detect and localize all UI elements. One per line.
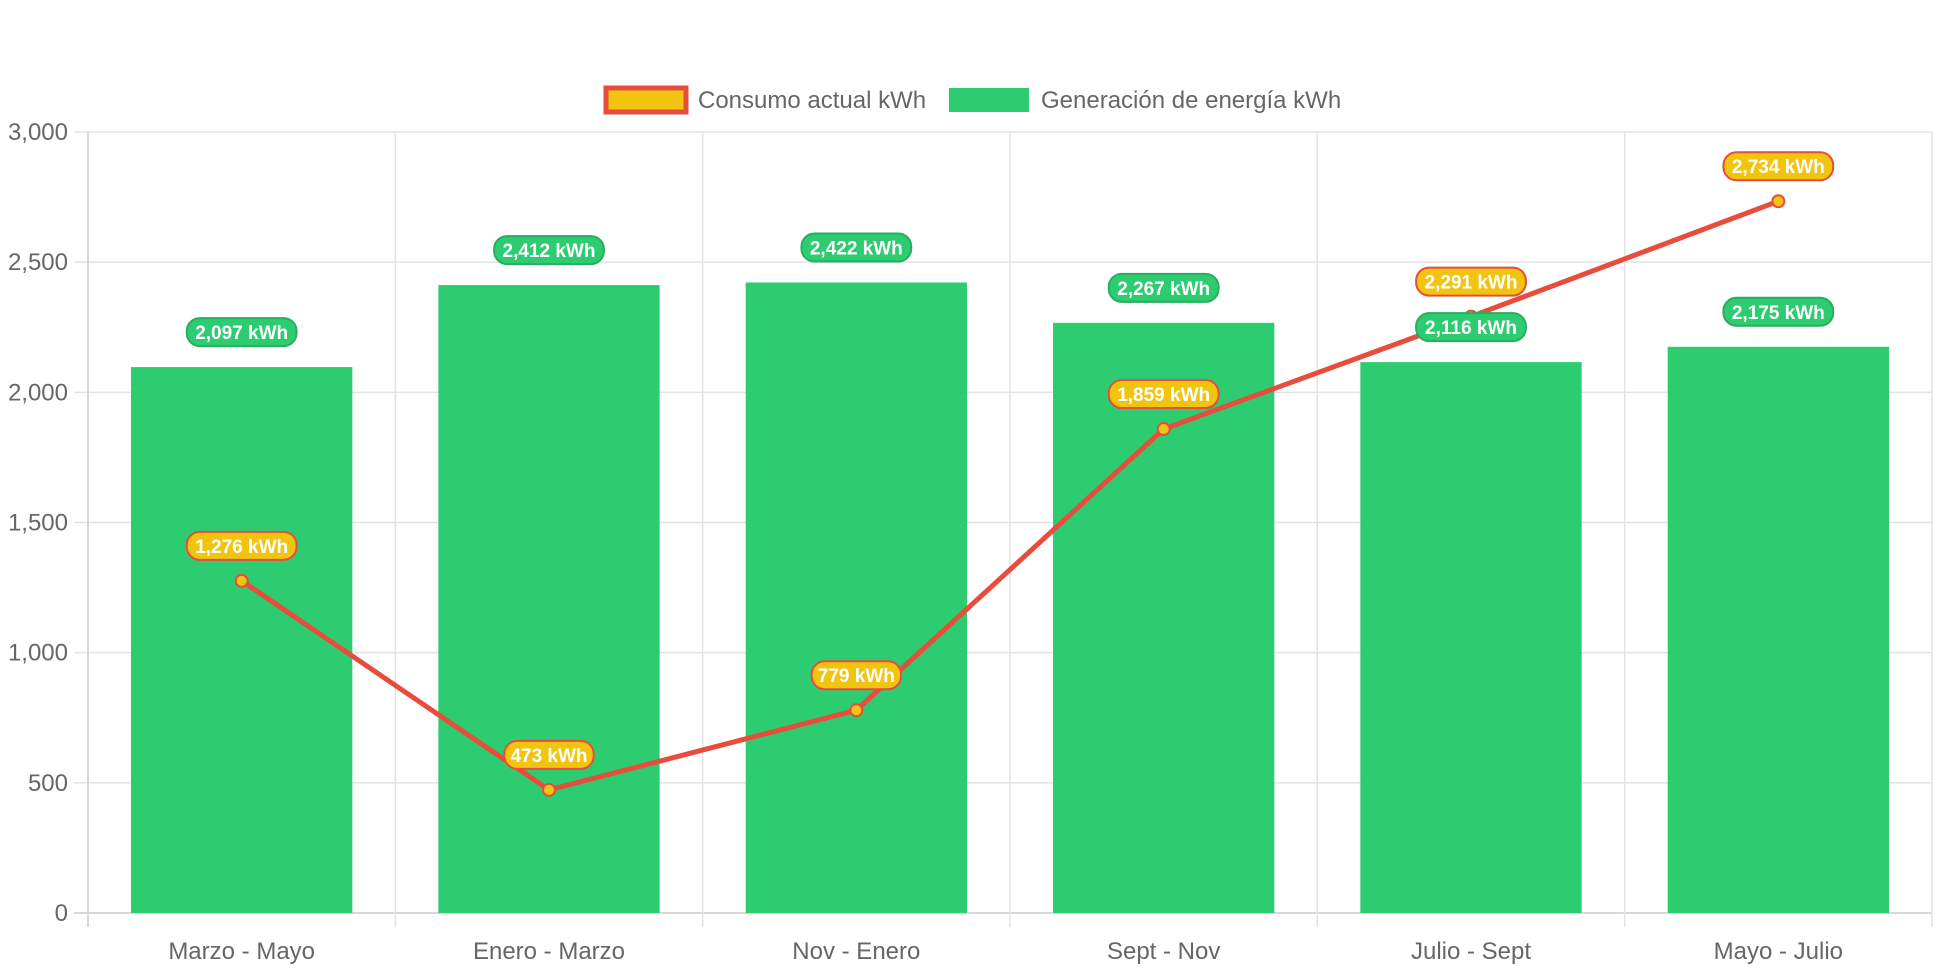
data-label: 473 kWh: [503, 739, 595, 770]
legend-item-generacion[interactable]: Generación de energía kWh: [949, 87, 1341, 114]
data-label-text: 2,291 kWh: [1425, 273, 1518, 294]
data-label-bg: [1722, 296, 1835, 327]
y-tick-label: 1,500: [8, 510, 68, 537]
x-tick-label: Marzo - Mayo: [168, 938, 315, 965]
data-label-bg: [1107, 272, 1220, 303]
bar[interactable]: [438, 285, 660, 913]
x-tick-label: Julio - Sept: [1411, 938, 1531, 965]
bar-series: [131, 282, 1889, 914]
bar[interactable]: [1667, 346, 1889, 913]
bar[interactable]: [1360, 362, 1582, 914]
line-point[interactable]: [234, 573, 249, 588]
data-label-text: 1,276 kWh: [195, 537, 288, 558]
legend-label-generacion: Generación de energía kWh: [1041, 87, 1341, 114]
x-tick-label: Nov - Enero: [792, 938, 920, 965]
data-label-text: 2,412 kWh: [503, 241, 596, 262]
data-label-bg: [800, 232, 913, 263]
data-label: 2,291 kWh: [1415, 266, 1527, 297]
x-tick-label: Sept - Nov: [1107, 938, 1220, 965]
data-label-bg: [1415, 266, 1527, 297]
legend-item-consumo[interactable]: Consumo actual kWh: [603, 85, 926, 115]
data-label-text: 1,859 kWh: [1117, 385, 1210, 406]
data-label: 2,422 kWh: [800, 232, 913, 263]
data-label-text: 2,734 kWh: [1732, 157, 1825, 178]
data-label-text: 2,267 kWh: [1117, 279, 1210, 300]
legend-swatch-generacion: [949, 88, 1029, 112]
x-tick-label: Enero - Marzo: [473, 938, 625, 965]
y-tick-label: 0: [55, 900, 68, 927]
y-tick-label: 1,000: [8, 640, 68, 667]
grid-lines: [74, 131, 1933, 927]
legend: Consumo actual kWh Generación de energía…: [603, 85, 1341, 115]
x-tick-label: Mayo - Julio: [1714, 938, 1843, 965]
axes: 0 500 1,000 1,500 2,000 2,500 3,000 Marzo - May…: [8, 119, 1843, 965]
data-label: 1,276 kWh: [185, 530, 298, 561]
data-label-bg: [185, 317, 298, 348]
line-point[interactable]: [542, 782, 556, 797]
data-label: 2,267 kWh: [1107, 272, 1220, 303]
legend-label-consumo: Consumo actual kWh: [698, 87, 926, 114]
data-label-bg: [810, 660, 903, 691]
data-label-text: 473 kWh: [510, 746, 587, 767]
data-label: 2,175 kWh: [1722, 296, 1835, 327]
data-label-text: 2,175 kWh: [1732, 303, 1825, 324]
data-label-text: 779 kWh: [818, 666, 895, 687]
legend-swatch-consumo: [603, 85, 689, 115]
data-label: 779 kWh: [810, 660, 903, 691]
y-tick-label: 2,000: [8, 379, 68, 406]
y-tick-label: 3,000: [8, 119, 68, 146]
line-path: [239, 198, 1781, 793]
line-point[interactable]: [1156, 422, 1171, 437]
data-label-bg: [493, 235, 605, 266]
data-label-bg: [1722, 151, 1835, 182]
line-point[interactable]: [1771, 194, 1786, 209]
data-label: 2,097 kWh: [185, 317, 298, 348]
data-labels: 2,097 kWh 2,412 kWh 2,422 kWh 2,267 kWh 2,11…: [185, 151, 1835, 770]
data-label: 1,859 kWh: [1107, 379, 1220, 410]
data-label-bg: [1415, 312, 1527, 343]
bar[interactable]: [131, 367, 353, 913]
data-label: 2,116 kWh: [1415, 312, 1527, 343]
data-label-text: 2,116 kWh: [1425, 318, 1517, 339]
y-tick-label: 2,500: [8, 249, 68, 276]
data-label-bg: [503, 739, 595, 770]
data-label: 2,412 kWh: [493, 235, 605, 266]
y-tick-label: 500: [28, 770, 68, 797]
data-label: 2,734 kWh: [1722, 151, 1835, 182]
data-label-bg: [185, 530, 298, 561]
bar[interactable]: [745, 282, 967, 913]
data-label-text: 2,422 kWh: [810, 238, 903, 259]
data-label-bg: [1107, 379, 1220, 410]
bar[interactable]: [1053, 322, 1275, 913]
data-label-text: 2,097 kWh: [195, 323, 288, 344]
line-point[interactable]: [849, 703, 864, 718]
